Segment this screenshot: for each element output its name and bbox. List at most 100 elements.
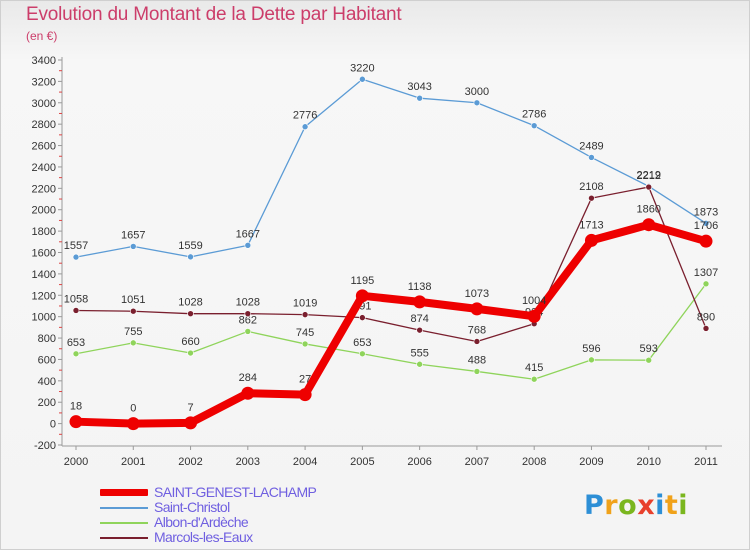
point-saint-genest-lachamp [241, 386, 255, 400]
y-tick-label: 800 [38, 333, 56, 345]
point-albon-d-ard-che [187, 349, 194, 357]
data-label-albon-d-ard-che: 653 [67, 337, 85, 349]
y-tick-label: -200 [34, 440, 56, 452]
data-label-saint-genest-lachamp: 0 [130, 403, 136, 415]
series-line-marcols-les-eaux [75, 186, 707, 343]
proxiti-logo: Proxiti [584, 490, 689, 521]
data-label-albon-d-ard-che: 660 [181, 336, 199, 348]
data-label-marcols-les-eaux: 2108 [579, 181, 603, 193]
y-tick-label: 1400 [32, 269, 56, 281]
y-tick-label: 600 [38, 354, 56, 366]
data-label-albon-d-ard-che: 596 [582, 343, 600, 355]
x-tick-label: 2005 [350, 456, 374, 468]
legend-swatch-albon-dardeche [100, 522, 148, 524]
point-saint-genest-lachamp [584, 233, 598, 247]
data-label-saint-christol: 2776 [293, 110, 317, 122]
point-albon-d-ard-che [359, 350, 366, 358]
data-label-albon-d-ard-che: 415 [525, 362, 543, 374]
data-label-saint-christol: 1657 [121, 229, 145, 241]
data-label-saint-genest-lachamp: 18 [70, 401, 82, 413]
x-tick-label: 2004 [293, 456, 317, 468]
legend-item-albon-dardeche: Albon-d'Ardèche [100, 514, 360, 530]
x-tick-label: 2008 [522, 456, 546, 468]
data-label-saint-genest-lachamp: 1195 [351, 275, 375, 287]
data-label-saint-genest-lachamp: 1706 [694, 220, 718, 232]
data-label-marcols-les-eaux: 1051 [121, 294, 145, 306]
x-tick-label: 2007 [465, 456, 489, 468]
data-label-saint-christol: 1559 [178, 240, 202, 252]
chart-subtitle: (en €) [26, 29, 58, 43]
data-label-saint-genest-lachamp: 1860 [636, 204, 660, 216]
x-tick-label: 2000 [64, 456, 88, 468]
data-label-albon-d-ard-che: 653 [353, 337, 371, 349]
data-label-saint-genest-lachamp: 1073 [465, 288, 489, 300]
point-saint-genest-lachamp [69, 415, 83, 429]
point-saint-genest-lachamp [298, 388, 312, 402]
y-tick-label: 3000 [32, 98, 56, 110]
point-saint-genest-lachamp [470, 302, 484, 316]
data-label-saint-genest-lachamp: 27 [299, 374, 311, 386]
y-tick-label: 2600 [32, 141, 56, 153]
y-tick-label: 3200 [32, 76, 56, 88]
point-albon-d-ard-che [588, 356, 595, 364]
data-label-saint-christol: 3220 [350, 62, 374, 74]
legend: SAINT-GENEST-LACHAMP Saint-Christol Albo… [100, 484, 360, 545]
data-label-albon-d-ard-che: 862 [239, 314, 257, 326]
point-saint-christol [473, 99, 481, 107]
data-label-marcols-les-eaux: 1019 [293, 298, 317, 310]
legend-label: Saint-Christol [154, 499, 230, 515]
y-tick-label: 2200 [32, 183, 56, 195]
y-tick-label: 3400 [32, 55, 56, 67]
point-albon-d-ard-che [72, 350, 80, 358]
y-tick-label: 1800 [32, 226, 56, 238]
y-tick-label: 1000 [32, 312, 56, 324]
series-line-albon-d-ard-che [75, 283, 707, 380]
data-label-saint-genest-lachamp: 1138 [408, 281, 432, 293]
point-saint-christol [359, 75, 366, 83]
data-label-albon-d-ard-che: 1307 [694, 267, 718, 279]
point-albon-d-ard-che [244, 328, 252, 335]
legend-item-saint-christol: Saint-Christol [100, 499, 360, 515]
point-marcols-les-eaux [129, 307, 137, 315]
legend-item-saint-genest-lachamp: SAINT-GENEST-LACHAMP [100, 484, 360, 500]
point-saint-genest-lachamp [355, 289, 369, 303]
legend-item-marcols-les-eaux: Marcols-les-Eaux [100, 529, 360, 545]
data-label-albon-d-ard-che: 755 [124, 326, 142, 338]
point-saint-christol [129, 243, 137, 250]
point-albon-d-ard-che [530, 375, 538, 383]
data-label-albon-d-ard-che: 555 [410, 347, 428, 359]
data-label-saint-genest-lachamp: 1713 [579, 219, 603, 231]
data-label-saint-genest-lachamp: 284 [239, 372, 257, 384]
y-tick-label: 200 [38, 397, 56, 409]
point-saint-genest-lachamp [642, 218, 656, 232]
legend-swatch-saint-genest-lachamp [100, 489, 148, 496]
y-tick-label: 0 [50, 419, 56, 431]
x-tick-label: 2011 [694, 456, 718, 468]
data-label-saint-christol: 1873 [694, 206, 718, 218]
legend-label: Albon-d'Ardèche [154, 514, 249, 530]
data-label-saint-christol: 2786 [522, 109, 546, 121]
point-marcols-les-eaux [645, 183, 653, 191]
point-saint-genest-lachamp [699, 234, 713, 248]
y-tick-label: 400 [38, 376, 56, 388]
y-tick-label: 1600 [32, 248, 56, 260]
data-label-saint-christol: 1667 [236, 228, 260, 240]
data-label-albon-d-ard-che: 593 [640, 343, 658, 355]
point-marcols-les-eaux [244, 310, 252, 317]
point-saint-genest-lachamp [413, 295, 427, 309]
y-tick-label: 2800 [32, 119, 56, 131]
point-marcols-les-eaux [416, 326, 423, 334]
data-label-saint-christol: 1557 [64, 240, 88, 252]
legend-label: SAINT-GENEST-LACHAMP [154, 484, 317, 500]
legend-swatch-marcols-les-eaux [100, 537, 148, 539]
point-marcols-les-eaux [187, 310, 194, 317]
data-label-saint-christol: 2489 [579, 140, 603, 152]
y-tick-label: 2000 [32, 205, 56, 217]
point-saint-christol [588, 154, 595, 161]
point-saint-christol [187, 253, 194, 261]
point-albon-d-ard-che [645, 356, 653, 364]
legend-swatch-saint-christol [100, 507, 148, 509]
data-label-saint-christol: 2219 [636, 169, 660, 181]
point-marcols-les-eaux [301, 311, 309, 318]
